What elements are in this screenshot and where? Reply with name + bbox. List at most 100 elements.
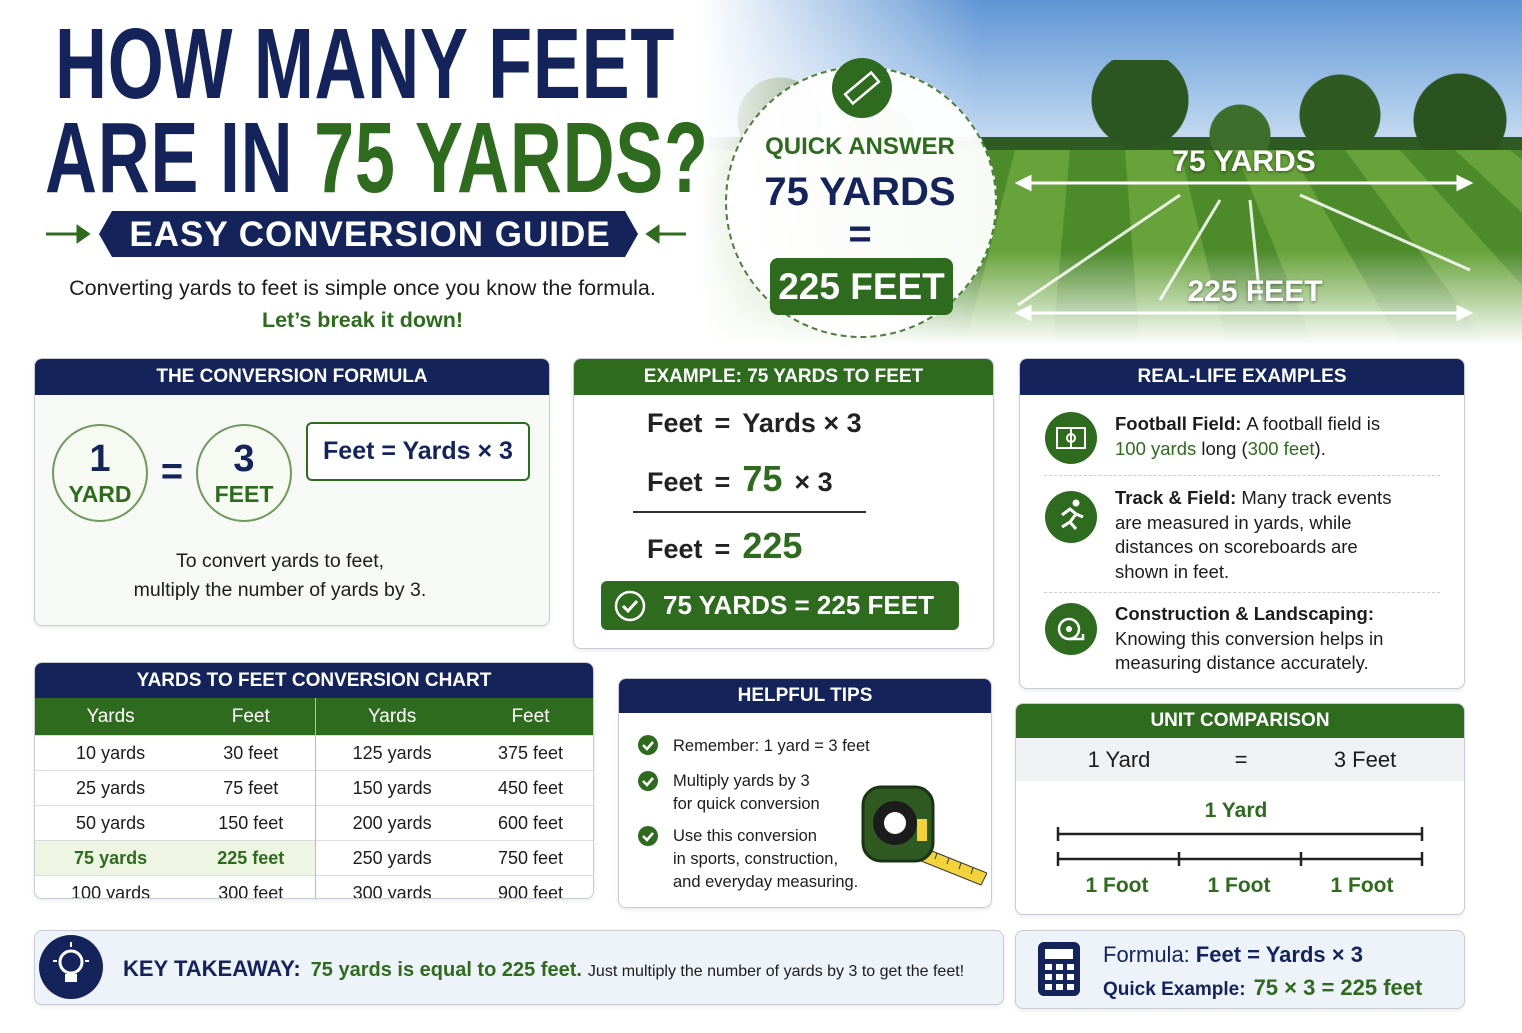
example-step: Feet = 225 <box>647 525 814 567</box>
table-cell: 150 yards <box>315 770 468 806</box>
note-line: multiply the number of yards by 3. <box>133 579 427 601</box>
table-row: 10 yards 30 feet 125 yards 375 feet <box>35 735 593 771</box>
formula-line: Formula: Feet = Yards × 3 <box>1103 942 1363 968</box>
step-lhs: Feet <box>647 408 703 438</box>
title-line-2: ARE IN 75 YARDS? <box>45 108 709 208</box>
formula-card: THE CONVERSION FORMULA 1 YARD = 3 FEET F… <box>34 358 550 626</box>
circle-number: 1 <box>89 438 111 480</box>
field-lines <box>1014 174 1474 322</box>
comparison-right: 3 Feet <box>1333 747 1397 772</box>
tip-line: Remember: 1 yard = 3 feet <box>673 737 870 755</box>
example-step: Feet = Yards × 3 <box>647 408 874 439</box>
separator <box>1044 475 1440 477</box>
table-cell: 225 feet <box>186 840 316 876</box>
comparison-left: 1 Yard <box>1087 747 1151 772</box>
table-row: 50 yards 150 feet 200 yards 600 feet <box>35 805 593 841</box>
table-row: 75 yards 225 feet 250 yards 750 feet <box>35 840 593 876</box>
result-text: 75 YARDS = 225 FEET <box>663 590 934 620</box>
field-width-label: 225 FEET <box>1187 275 1323 308</box>
comparison-scale <box>1056 827 1424 866</box>
takeaway-highlight: 75 yards is equal to 225 feet. <box>310 959 582 981</box>
ruler-icon <box>832 58 892 118</box>
comparison-row: 1 Yard = 3 Feet <box>1016 738 1464 781</box>
unit-comparison-card: UNIT COMPARISON 1 Yard = 3 Feet 1 Yard 1… <box>1015 703 1465 915</box>
tip-line: for quick conversion <box>673 795 820 813</box>
real-life-card: REAL-LIFE EXAMPLES Football Field: A foot… <box>1019 358 1465 689</box>
banner-shape <box>46 211 686 257</box>
check-icon <box>614 590 646 622</box>
table-cell: 750 feet <box>467 840 593 876</box>
example-step: Feet = 75 × 3 <box>647 458 845 500</box>
card-header: THE CONVERSION FORMULA <box>35 359 549 395</box>
tips-card: HELPFUL TIPS Remember: 1 yard = 3 feet M… <box>618 678 992 908</box>
quick-answer-to: 225 FEET <box>770 258 953 315</box>
item-heading: Track & Field: <box>1115 487 1237 508</box>
table-cell: 600 feet <box>467 805 593 841</box>
example-text: 75 × 3 = 225 feet <box>1253 975 1423 1000</box>
step-value: 75 <box>742 458 783 499</box>
conversion-chart: YARDS TO FEET CONVERSION CHART Yards Feet… <box>34 662 594 899</box>
comparison-equals: = <box>1234 747 1248 772</box>
column-header: Yards <box>35 698 187 736</box>
table-cell: 450 feet <box>467 770 593 806</box>
table-cell: 50 yards <box>35 805 187 841</box>
circle-number: 3 <box>233 438 255 480</box>
intro-cta: Let’s break it down! <box>261 308 464 332</box>
item-text: Knowing this conversion helps in measuri… <box>1115 627 1384 674</box>
example-line: Quick Example: 75 × 3 = 225 feet <box>1103 975 1422 1001</box>
formula-label: Formula: <box>1103 942 1190 967</box>
item-heading: Construction & Landscaping: <box>1115 603 1374 624</box>
tape-measure <box>861 785 987 886</box>
step-lhs: Feet <box>647 467 703 497</box>
table-cell: 125 yards <box>315 735 468 771</box>
real-life-item: Construction & Landscaping: Knowing this … <box>1115 602 1415 676</box>
table-cell: 250 yards <box>315 840 468 876</box>
card-header: EXAMPLE: 75 YARDS TO FEET <box>574 359 993 395</box>
tip: Remember: 1 yard = 3 feet <box>673 735 870 758</box>
circle-unit: FEET <box>214 481 274 507</box>
real-life-icons <box>1045 412 1097 655</box>
table-cell: 75 yards <box>35 840 187 876</box>
yard-label: 1 Yard <box>1204 799 1268 822</box>
formula-summary: Formula: Feet = Yards × 3 Quick Example: 7… <box>1015 930 1465 1009</box>
title-part: ARE IN <box>45 102 294 214</box>
table-row: 25 yards 75 feet 150 yards 450 feet <box>35 770 593 806</box>
table-cell: 75 feet <box>186 770 316 806</box>
card-header: YARDS TO FEET CONVERSION CHART <box>35 663 593 698</box>
title-line-1: HOW MANY FEET <box>55 8 676 120</box>
intro: Converting yards to feet is simple once … <box>69 276 656 300</box>
table-cell: 10 yards <box>35 735 187 771</box>
step-eq: = <box>714 467 731 497</box>
step-eq: = <box>714 534 731 564</box>
calculator-icon <box>1038 942 1080 996</box>
divider <box>633 511 866 513</box>
takeaway-note: Just multiply the number of yards by 3 t… <box>587 963 965 980</box>
circle-unit: YARD <box>68 481 132 507</box>
item-text: long ( <box>1201 437 1248 459</box>
card-header: REAL-LIFE EXAMPLES <box>1020 359 1464 395</box>
item-heading: Football Field: <box>1115 413 1242 434</box>
formula-text: Feet = Yards × 3 <box>1195 942 1363 967</box>
title-highlight: 75 YARDS? <box>314 102 709 214</box>
quick-answer-from: 75 YARDS <box>764 170 956 214</box>
formula-box: Feet = Yards × 3 <box>306 422 530 481</box>
formula-equals: = <box>160 451 184 493</box>
tip-line: Use this conversion <box>673 827 817 845</box>
takeaway-label: KEY TAKEAWAY: <box>123 956 301 981</box>
step-eq: = <box>714 408 731 438</box>
table: Yards Feet Yards Feet 10 yards 30 feet 125 yar… <box>35 698 593 898</box>
step-lhs: Feet <box>647 534 703 564</box>
table-cell: 30 feet <box>186 735 316 771</box>
table-cell: 25 yards <box>35 770 187 806</box>
table-row: 100 yards 300 feet 300 yards 900 feet <box>35 875 593 898</box>
column-header: Yards <box>315 698 468 736</box>
table-cell: 375 feet <box>467 735 593 771</box>
real-life-item: Track & Field: Many track events are meas… <box>1115 486 1415 584</box>
tip-line: in sports, construction, <box>673 850 839 868</box>
foot-label: 1 Foot <box>1330 874 1394 897</box>
formula-note: To convert yards to feet, multiply the n… <box>35 547 525 605</box>
step-rhs: Yards × 3 <box>742 408 862 438</box>
bulb-icon <box>39 935 103 999</box>
step-rhs: × 3 <box>794 467 833 497</box>
